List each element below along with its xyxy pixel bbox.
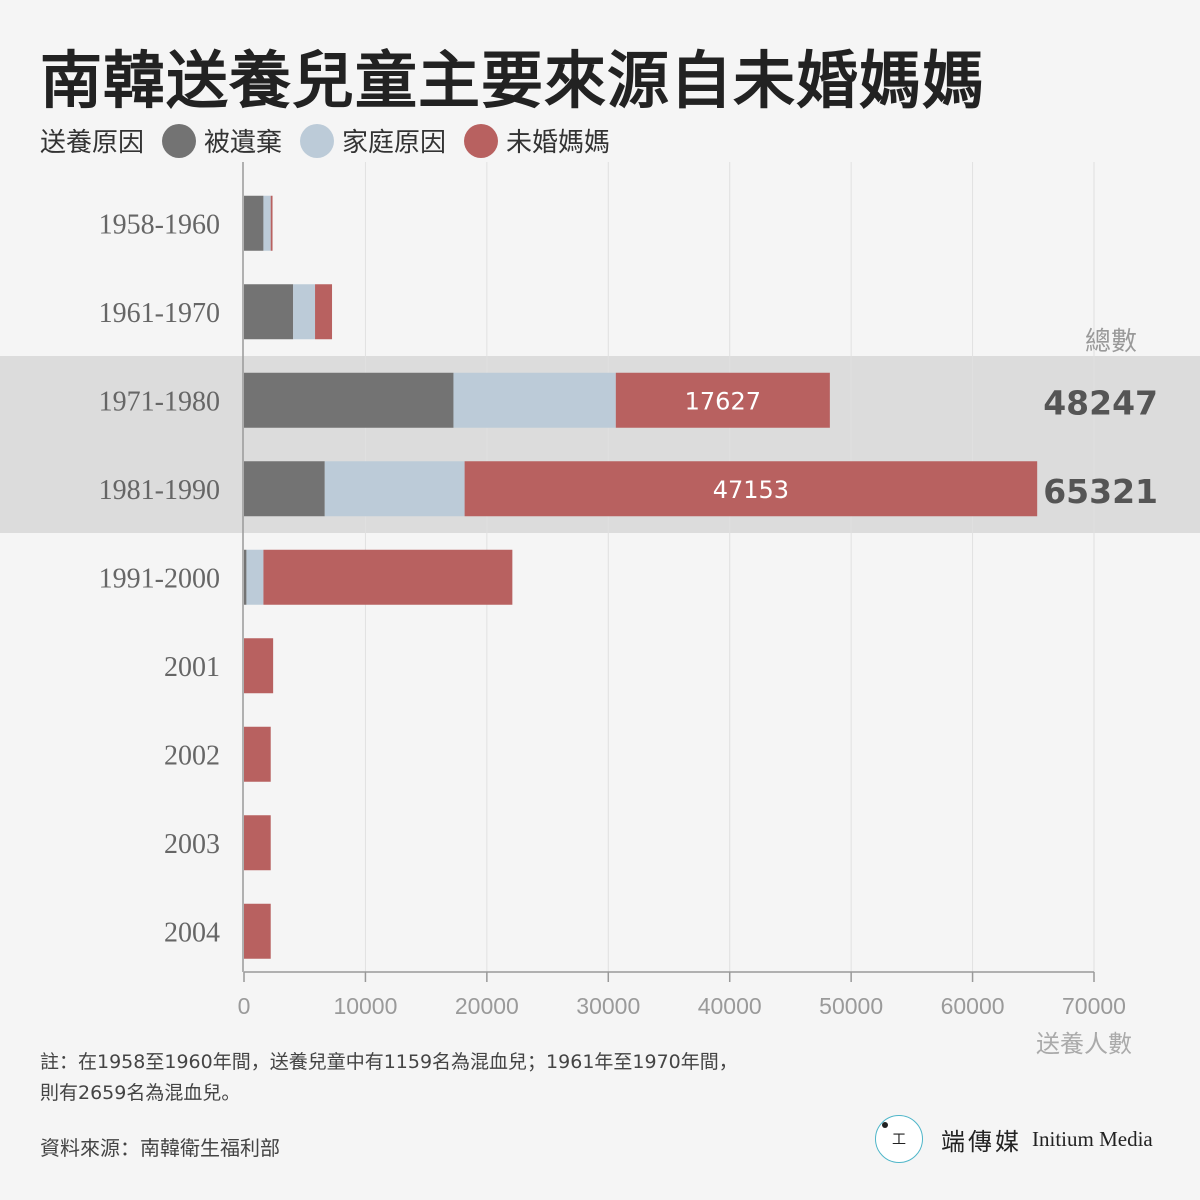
x-axis-title: 送養人數	[1036, 1030, 1132, 1058]
bar-1961-1970-series-0	[244, 284, 294, 340]
x-tick-label-60000: 60000	[941, 993, 1005, 1019]
bar-2003-series-2	[244, 815, 271, 871]
category-label-1971-1980: 1971-1980	[99, 386, 220, 417]
legend-title: 送養原因	[40, 128, 145, 158]
data-source: 資料來源：南韓衛生福利部	[40, 1136, 280, 1160]
legend-label-family: 家庭原因	[342, 128, 447, 158]
legend-swatch-family	[300, 123, 335, 158]
bar-1981-1990-series-2	[464, 461, 1038, 517]
legend-label-abandoned: 被遺棄	[204, 128, 283, 158]
legend: 送養原因 被遺棄 家庭原因 未婚媽媽	[40, 122, 610, 159]
category-label-1961-1970: 1961-1970	[99, 298, 220, 329]
bar-1961-1970-series-1	[293, 284, 316, 340]
legend-item-abandoned: 被遺棄	[162, 122, 282, 159]
bar-1991-2000-series-0	[244, 549, 247, 605]
legend-swatch-abandoned	[162, 123, 197, 158]
category-label-2002: 2002	[164, 740, 220, 771]
x-tick-label-10000: 10000	[333, 993, 397, 1019]
bar-1971-1980-series-1	[453, 372, 616, 428]
x-tick-label-40000: 40000	[698, 993, 762, 1019]
total-value-1981-1990: 65321	[1043, 472, 1158, 511]
legend-item-unmarried: 未婚媽媽	[464, 122, 610, 159]
brand-name-cn: 端傳媒	[941, 1127, 1022, 1156]
bar-1971-1980-series-2	[615, 372, 830, 428]
x-tick-label-70000: 70000	[1062, 993, 1126, 1019]
legend-swatch-unmarried	[464, 123, 499, 158]
footnote-line-2: 則有2659名為混血兒。	[40, 1082, 241, 1104]
x-tick-label-0: 0	[238, 993, 251, 1019]
bar-1961-1970-series-2	[315, 284, 333, 340]
category-label-2001: 2001	[164, 652, 220, 683]
totals-header: 總數	[1085, 327, 1137, 357]
bar-1971-1980-series-0	[244, 372, 454, 428]
category-label-2003: 2003	[164, 829, 220, 860]
x-tick-label-50000: 50000	[819, 993, 883, 1019]
bar-1981-1990-series-0	[244, 461, 325, 517]
bar-1958-1960-series-0	[244, 195, 264, 251]
category-label-2004: 2004	[164, 917, 220, 948]
bar-1981-1990-series-1	[324, 461, 465, 517]
bar-2002-series-2	[244, 726, 271, 782]
footnote-line-1: 註：在1958至1960年間，送養兒童中有1159名為混血兒；1961年至197…	[40, 1051, 738, 1073]
legend-label-unmarried: 未婚媽媽	[506, 128, 611, 158]
total-value-1971-1980: 48247	[1043, 383, 1158, 422]
bar-1958-1960-series-2	[270, 195, 273, 251]
brand-name-en: Initium Media	[1032, 1126, 1153, 1151]
data-label-1971-1980: 17627	[685, 387, 761, 415]
bar-1991-2000-series-2	[263, 549, 513, 605]
x-tick-label-30000: 30000	[576, 993, 640, 1019]
x-tick-label-20000: 20000	[455, 993, 519, 1019]
legend-item-family: 家庭原因	[300, 122, 446, 159]
category-label-1958-1960: 1958-1960	[99, 209, 220, 240]
data-label-1981-1990: 47153	[713, 476, 789, 504]
bar-1991-2000-series-1	[246, 549, 264, 605]
bar-1958-1960-series-1	[263, 195, 271, 251]
category-label-1991-2000: 1991-2000	[99, 563, 220, 594]
chart-title: 南韓送養兒童主要來源自未婚媽媽	[40, 44, 986, 117]
bar-2001-series-2	[244, 638, 274, 694]
footnote: 註：在1958至1960年間，送養兒童中有1159名為混血兒；1961年至197…	[40, 1047, 900, 1109]
initium-logo-icon: 工	[875, 1115, 923, 1163]
brand-logo: 工 端傳媒 Initium Media	[875, 1115, 1153, 1163]
bar-2004-series-2	[244, 903, 271, 959]
category-label-1981-1990: 1981-1990	[99, 475, 220, 506]
